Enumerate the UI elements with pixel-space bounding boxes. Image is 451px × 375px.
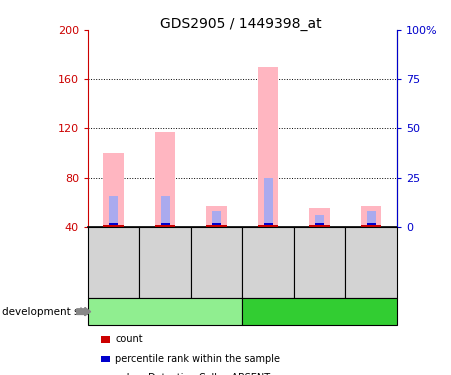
Text: GDS2905 / 1449398_at: GDS2905 / 1449398_at — [161, 17, 322, 31]
Bar — [367, 211, 376, 227]
Bar — [155, 225, 175, 227]
Text: GSM72621: GSM72621 — [366, 236, 376, 289]
Text: GSM72622: GSM72622 — [109, 236, 119, 289]
Text: count: count — [115, 334, 143, 344]
Bar — [258, 225, 278, 227]
Bar — [109, 223, 118, 225]
Bar — [263, 223, 273, 225]
Text: embryonic stem cell: embryonic stem cell — [109, 307, 222, 316]
Text: development stage: development stage — [2, 307, 103, 316]
Bar — [161, 223, 170, 225]
Bar — [361, 225, 382, 227]
Text: GSM72616: GSM72616 — [263, 236, 273, 289]
Bar — [212, 211, 221, 227]
Text: GSM72626: GSM72626 — [212, 236, 222, 289]
Bar — [367, 223, 376, 225]
Bar — [263, 178, 273, 227]
Bar — [315, 214, 324, 227]
Text: embryoid body: embryoid body — [278, 307, 362, 316]
Bar — [315, 223, 324, 225]
Bar — [361, 206, 382, 227]
Bar — [155, 132, 175, 227]
Bar — [103, 153, 124, 227]
Text: percentile rank within the sample: percentile rank within the sample — [115, 354, 280, 364]
Bar — [212, 223, 221, 225]
Text: GSM72618: GSM72618 — [315, 236, 325, 289]
Bar — [103, 225, 124, 227]
Bar — [258, 67, 278, 227]
Bar — [161, 196, 170, 227]
Bar — [207, 225, 227, 227]
Bar — [309, 225, 330, 227]
Bar — [207, 206, 227, 227]
Bar — [309, 209, 330, 227]
Bar — [109, 196, 118, 227]
Text: value, Detection Call = ABSENT: value, Detection Call = ABSENT — [115, 374, 270, 375]
Text: GSM72624: GSM72624 — [160, 236, 170, 289]
